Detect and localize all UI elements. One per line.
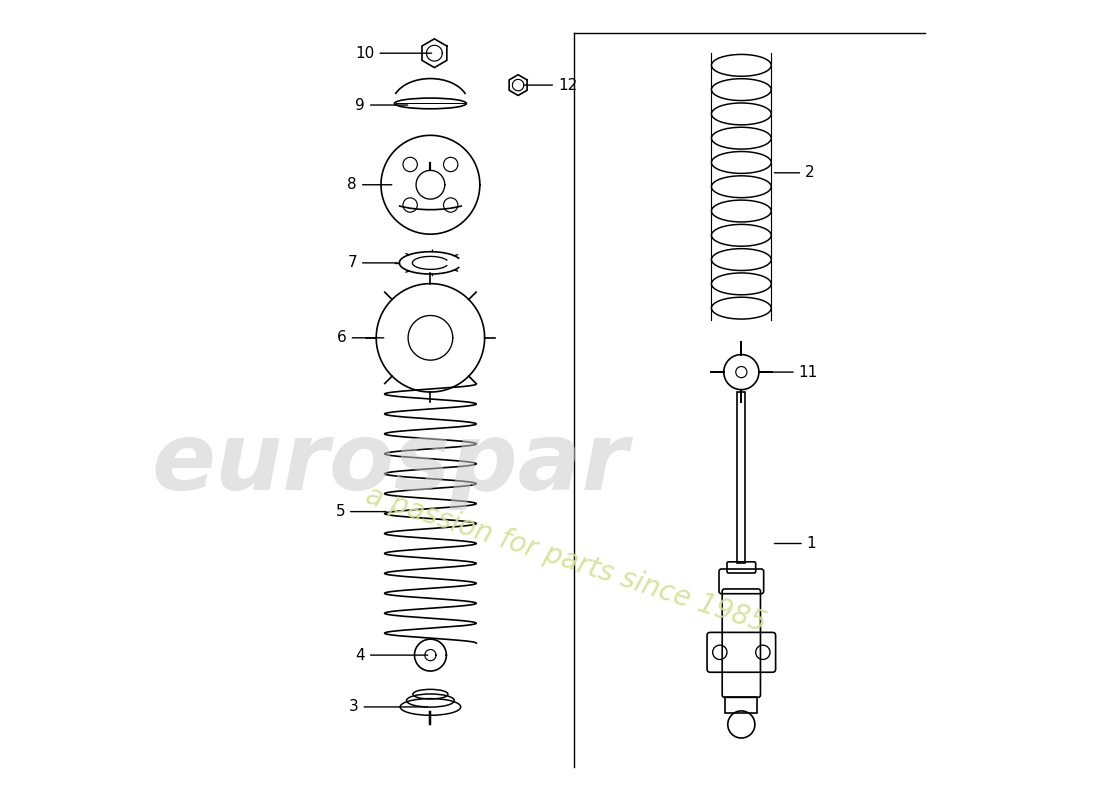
Text: 11: 11	[762, 365, 818, 379]
Text: 9: 9	[355, 98, 408, 113]
Text: a passion for parts since 1985: a passion for parts since 1985	[362, 482, 770, 638]
Text: 10: 10	[355, 46, 431, 61]
Text: 2: 2	[774, 166, 815, 180]
Text: 8: 8	[348, 178, 392, 192]
Text: 5: 5	[336, 504, 386, 519]
Text: 12: 12	[525, 78, 578, 93]
Bar	[737, 392, 746, 563]
Text: 6: 6	[337, 330, 384, 346]
Text: 1: 1	[774, 536, 816, 551]
Text: 7: 7	[348, 255, 397, 270]
Text: 3: 3	[349, 699, 428, 714]
Bar	[725, 698, 757, 714]
Text: eurospar: eurospar	[152, 418, 629, 510]
Text: 4: 4	[355, 648, 428, 662]
